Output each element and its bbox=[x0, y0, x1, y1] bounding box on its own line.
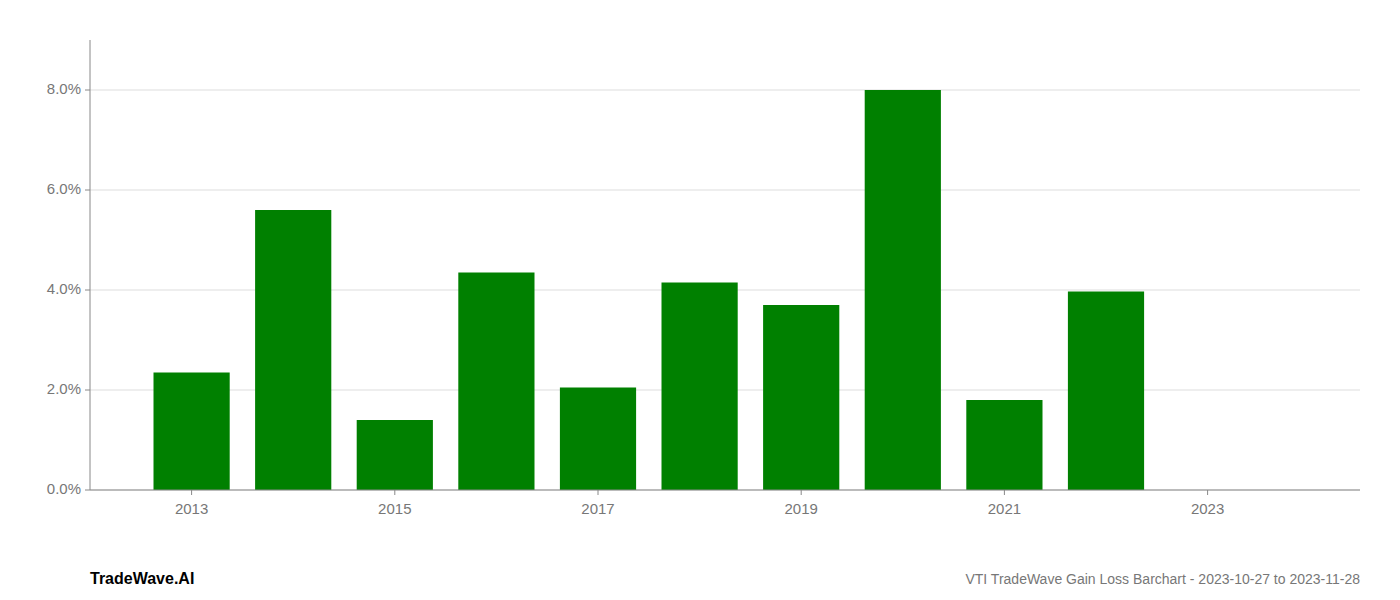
x-tick-label: 2015 bbox=[378, 500, 411, 517]
y-tick bbox=[85, 490, 90, 491]
title: VTI TradeWave Gain Loss Barchart - 2023-… bbox=[965, 571, 1360, 587]
x-tick-label: 2013 bbox=[175, 500, 208, 517]
x-tick-label: 2019 bbox=[785, 500, 818, 517]
x-tick bbox=[801, 490, 802, 495]
x-tick bbox=[1004, 490, 1005, 495]
chart: 0.0% 2.0% 4.0% 6.0% 8.0% 2013 2015 2017 2019 2021… bbox=[0, 0, 1400, 600]
grid-line bbox=[90, 90, 1360, 91]
grid bbox=[90, 90, 1360, 490]
x-tick-label: 2017 bbox=[581, 500, 614, 517]
x-axis-line bbox=[90, 490, 1360, 491]
y-tick bbox=[85, 90, 90, 91]
y-tick-label: 8.0% bbox=[47, 80, 81, 97]
x-tick bbox=[191, 490, 192, 495]
bar bbox=[255, 210, 331, 490]
bar bbox=[458, 273, 534, 491]
bar bbox=[865, 90, 941, 490]
y-tick-label: 4.0% bbox=[47, 280, 81, 297]
bar bbox=[560, 388, 636, 491]
y-tick-label: 6.0% bbox=[47, 180, 81, 197]
y-axis-line bbox=[90, 40, 91, 490]
y-tick bbox=[85, 190, 90, 191]
y-tick-label: 0.0% bbox=[47, 480, 81, 497]
x-tick bbox=[1207, 490, 1208, 495]
page: {"chart_data": {"type": "bar", "title": … bbox=[0, 0, 1400, 600]
bar bbox=[763, 305, 839, 490]
y-tick bbox=[85, 390, 90, 391]
grid-line bbox=[90, 490, 1360, 491]
watermark: TradeWave.AI bbox=[90, 570, 194, 587]
bar bbox=[662, 283, 738, 491]
bar bbox=[1068, 292, 1144, 491]
x-tick-label: 2021 bbox=[988, 500, 1021, 517]
bars bbox=[154, 90, 1145, 490]
grid-line bbox=[90, 190, 1360, 191]
axes: 0.0% 2.0% 4.0% 6.0% 8.0% 2013 2015 2017 2019 2021… bbox=[47, 40, 1360, 517]
x-tick bbox=[598, 490, 599, 495]
texts: TradeWave.AI VTI TradeWave Gain Loss Barc… bbox=[90, 570, 1360, 587]
bar bbox=[966, 400, 1042, 490]
y-tick-label: 2.0% bbox=[47, 380, 81, 397]
bar bbox=[154, 373, 230, 491]
y-tick bbox=[85, 290, 90, 291]
x-tick-label: 2023 bbox=[1191, 500, 1224, 517]
x-tick bbox=[394, 490, 395, 495]
bar bbox=[357, 420, 433, 490]
